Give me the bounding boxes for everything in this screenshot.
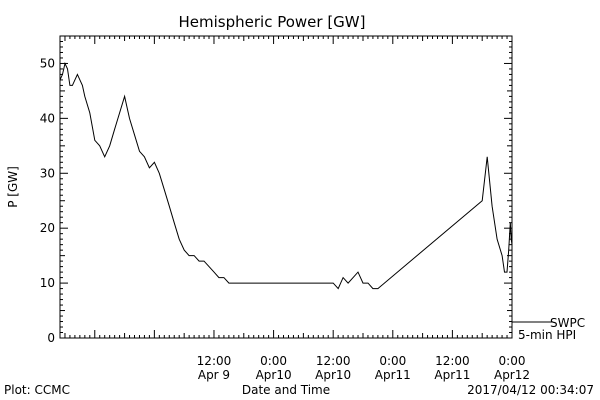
x-tick-label-time: 0:00	[499, 354, 526, 368]
x-tick-label-date: Apr11	[375, 368, 411, 382]
x-tick-label-time: 0:00	[260, 354, 287, 368]
footer-plot-credit: Plot: CCMC	[4, 383, 70, 397]
y-tick-label: 20	[40, 221, 55, 235]
y-axis: 0 10 20 30 40 50	[40, 35, 512, 345]
plot-frame	[59, 35, 513, 339]
legend-swpc: SWPC	[550, 316, 585, 330]
legend-5min-hpi: 5-min HPI	[518, 328, 576, 342]
chart-title: Hemispheric Power [GW]	[179, 13, 366, 31]
x-tick-label-time: 12:00	[197, 354, 232, 368]
y-tick-label: 30	[40, 166, 55, 180]
y-axis-label: P [GW]	[6, 166, 20, 208]
x-tick-label-time: 12:00	[316, 354, 351, 368]
series-layer	[59, 61, 513, 290]
x-tick-label-date: Apr10	[256, 368, 292, 382]
y-tick-label: 40	[40, 111, 55, 125]
y-tick-label: 50	[40, 56, 55, 70]
x-tick-label-time: 12:00	[435, 354, 470, 368]
y-tick-label: 10	[40, 276, 55, 290]
x-tick-label-date: Apr11	[434, 368, 470, 382]
x-tick-label-date: Apr10	[315, 368, 351, 382]
x-axis-label: Date and Time	[242, 383, 330, 397]
x-tick-label-time: 0:00	[379, 354, 406, 368]
footer-timestamp: 2017/04/12 00:34:07	[467, 383, 594, 397]
y-tick-label: 0	[47, 331, 55, 345]
x-tick-label-date: Apr 9	[198, 368, 230, 382]
x-tick-label-date: Apr12	[494, 368, 530, 382]
series-line-hemispheric-power	[59, 61, 513, 290]
